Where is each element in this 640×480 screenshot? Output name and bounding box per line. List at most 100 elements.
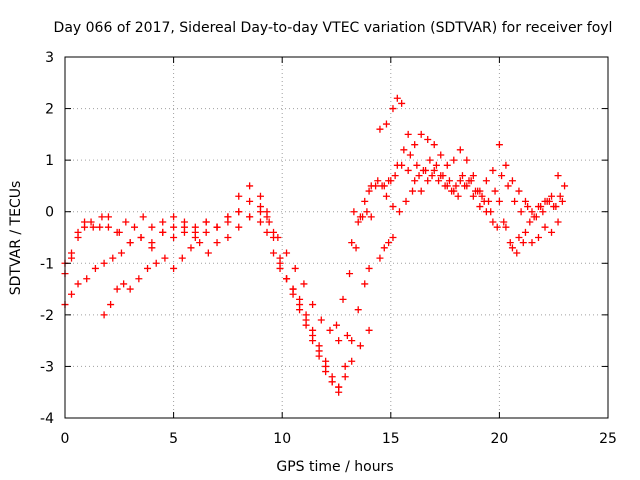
data-point [113, 285, 121, 293]
data-point [161, 254, 169, 262]
y-tick-label: 2 [45, 102, 54, 118]
data-point [391, 172, 399, 180]
data-point [393, 161, 401, 169]
x-tick-label: 15 [382, 431, 400, 447]
data-point [246, 182, 254, 190]
data-point [524, 203, 532, 211]
data-point [367, 182, 375, 190]
data-point [170, 234, 178, 241]
data-point [235, 192, 243, 200]
data-point [283, 275, 291, 283]
x-tick-label: 5 [169, 431, 178, 447]
data-point [256, 218, 264, 226]
data-point [532, 213, 540, 221]
data-point [187, 244, 195, 252]
data-point [139, 213, 147, 221]
data-point [117, 249, 125, 257]
data-point [339, 295, 347, 303]
data-point [515, 187, 523, 195]
data-point [120, 280, 128, 288]
data-point [100, 311, 108, 319]
data-point [456, 177, 464, 185]
data-point [528, 239, 536, 247]
data-point [428, 172, 436, 180]
data-point [415, 172, 423, 180]
data-point [202, 228, 210, 236]
data-point [363, 208, 371, 216]
data-point [413, 161, 421, 169]
data-point [152, 259, 160, 267]
data-point [500, 218, 508, 226]
data-point [202, 218, 210, 226]
data-point [346, 270, 354, 278]
data-point [178, 254, 186, 262]
data-point [506, 239, 514, 247]
y-tick-label: -3 [40, 359, 54, 375]
axis-ticks [64, 56, 609, 419]
data-point [348, 337, 356, 345]
data-point [96, 223, 104, 231]
data-point [335, 388, 343, 396]
data-point [450, 156, 458, 164]
series-track-4 [100, 208, 351, 345]
data-point [376, 125, 384, 133]
data-point [515, 234, 523, 241]
data-point [309, 301, 317, 309]
data-point [400, 146, 408, 154]
data-point [256, 192, 264, 200]
data-point [74, 234, 82, 241]
data-point [443, 161, 451, 169]
y-axis-label: SDTVAR / TECUs [8, 181, 24, 296]
data-point [495, 141, 503, 149]
data-point [417, 187, 425, 195]
y-tick-label: 1 [45, 153, 54, 169]
data-point [256, 208, 264, 216]
data-point [335, 337, 343, 345]
data-point [374, 177, 382, 185]
data-point [289, 285, 297, 293]
data-point [504, 182, 512, 190]
data-point [478, 192, 486, 200]
data-point [224, 234, 232, 241]
data-point [170, 223, 178, 231]
data-point [328, 378, 336, 386]
data-point [131, 223, 139, 231]
data-point [122, 218, 130, 226]
data-point [439, 172, 447, 180]
data-point [521, 197, 529, 205]
data-point [115, 228, 123, 236]
data-point [350, 208, 358, 216]
data-point [104, 223, 112, 231]
series-track-10 [350, 208, 375, 221]
data-point [89, 223, 97, 231]
data-point [548, 192, 556, 200]
data-point [343, 331, 351, 339]
data-point [382, 192, 390, 200]
data-point [424, 136, 432, 144]
data-point [356, 342, 364, 350]
data-point [348, 239, 356, 247]
data-point [341, 362, 349, 370]
data-point [137, 234, 145, 241]
data-point [246, 213, 254, 221]
series-track-6 [348, 146, 564, 247]
data-point [491, 187, 499, 195]
data-point [513, 249, 521, 257]
data-point [458, 172, 466, 180]
data-point [437, 151, 445, 159]
data-point [196, 239, 204, 247]
series-track-7 [376, 94, 569, 216]
data-point [354, 306, 362, 314]
data-point [148, 223, 156, 231]
data-point [213, 223, 221, 231]
data-point [365, 264, 373, 272]
x-tick-label: 25 [599, 431, 617, 447]
data-point [552, 203, 560, 211]
data-point [104, 213, 112, 221]
data-point [333, 321, 340, 329]
data-point [68, 290, 76, 298]
data-point [511, 197, 519, 205]
data-point [180, 218, 188, 226]
data-point [126, 285, 134, 293]
